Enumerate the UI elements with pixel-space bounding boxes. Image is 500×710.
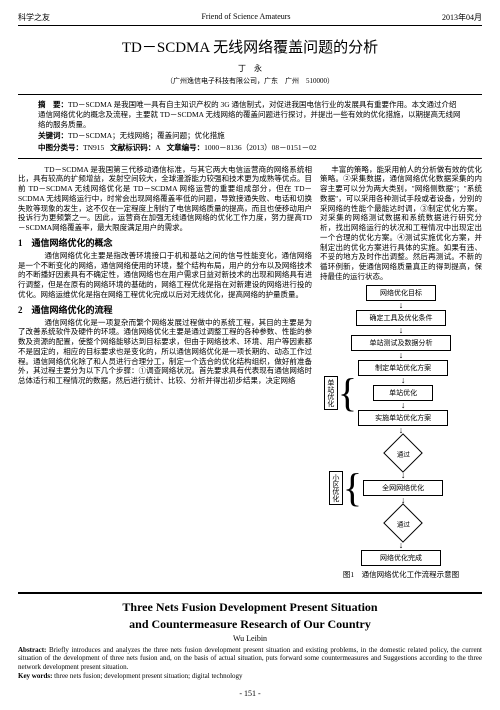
flow-box-1: 网络优化目标 [366, 285, 436, 301]
en-keywords-text: three nets fusion; development present s… [52, 672, 242, 680]
intro-paragraph: TD－SCDMA 是我国第三代移动通信标准，与其它两大电信运营商的网络系统相比，… [18, 165, 312, 233]
header-right: 2013年04月 [442, 12, 482, 23]
header-center: Friend of Science Amateurs [201, 12, 290, 23]
flow-side-1: 单站优化 [324, 376, 338, 410]
flow-box-5: 单站优化 [373, 385, 433, 401]
section-1-heading: 1 通信网络优化的概念 [18, 236, 312, 249]
section-2-paragraph-2: 丰富的策略，能采用前人的分析做有效的优化策略。②采集数据，通信网络优化数据采集的… [320, 165, 482, 282]
page-header: 科学之友 Friend of Science Amateurs 2013年04月 [18, 12, 482, 26]
article-title: TD－SCDMA 无线网络覆盖问题的分析 [18, 36, 482, 57]
section-divider [18, 592, 482, 594]
artno-label: 文章编号： [167, 143, 205, 152]
header-left: 科学之友 [18, 12, 50, 23]
author-affiliation: （广州逸信电子科技有限公司，广东 广州 510000） [18, 76, 482, 86]
keywords-label: 关键词： [38, 131, 68, 140]
flow-box-8: 网络优化完成 [361, 550, 441, 566]
page-number: - 151 - [18, 689, 482, 698]
flow-diamond-2: 通过 [383, 503, 423, 543]
doc-value: A [155, 143, 160, 152]
flow-bracket-icon: { [338, 379, 357, 407]
flow-box-6: 实施单站优化方案 [358, 410, 448, 426]
flow-side-2: 小区优化 [329, 471, 343, 505]
flowchart: 网络优化目标 ↓ 确定工具及优化条件 ↓ 单站测试及数据分析 ↓ 单站优化 { … [320, 283, 482, 582]
flow-arrow-icon: ↓ [401, 401, 406, 410]
body-columns: TD－SCDMA 是我国第三代移动通信标准，与其它两大电信运营商的网络系统相比，… [18, 165, 482, 582]
en-abstract-text: Briefly introduces and analyzes the thre… [18, 646, 482, 672]
section-2-paragraph-1: 通信网络优化是一项复杂而繁个网络发展过程做中的系统工程，其目的主要是为了改善系统… [18, 318, 312, 386]
artno-value: 1000－8136（2013）08－0151－02 [204, 143, 317, 152]
en-title-line-2: and Countermeasure Research of Our Count… [18, 617, 482, 632]
section-2-heading: 2 通信网络优化的流程 [18, 303, 312, 316]
abstract-block: 摘 要：TD－SCDMA 是我国唯一具有自主知识产权的 3G 通信制式，对促进我… [18, 94, 482, 159]
flow-diamond-1: 通过 [383, 433, 423, 473]
en-title-line-1: Three Nets Fusion Development Present Si… [18, 600, 482, 615]
clc-value: TN915 [83, 143, 104, 152]
section-1-paragraph: 通信网络优化主要是指改善环境接口于机和基站之间的信号性能变化，通信网络是一个不断… [18, 251, 312, 300]
clc-label: 中图分类号： [38, 143, 83, 152]
en-keywords-label: Key words: [18, 672, 52, 680]
flow-arrow-icon: ↓ [399, 301, 404, 310]
flow-box-2: 确定工具及优化条件 [356, 310, 446, 326]
flowchart-caption: 图1 通信网络优化工作流程示意图 [322, 569, 480, 580]
flow-arrow-icon: ↓ [399, 326, 404, 335]
flow-bracket-icon: { [343, 474, 362, 502]
flow-arrow-icon: ↓ [399, 351, 404, 360]
en-author: Wu Leibin [18, 634, 482, 643]
en-abstract-label: Abstract: [18, 646, 46, 654]
doc-label: 文献标识码： [110, 143, 155, 152]
keywords-text: TD－SCDMA；无线网络；覆盖问题；优化措施 [68, 131, 225, 140]
flow-box-7: 全网网络优化 [363, 480, 443, 496]
abstract-text: TD－SCDMA 是我国唯一具有自主知识产权的 3G 通信制式，对促进我国电信行… [38, 100, 461, 129]
abstract-label: 摘 要： [38, 100, 68, 109]
flow-box-3: 单站测试及数据分析 [351, 335, 451, 351]
flow-box-4: 制定单站优化方案 [358, 360, 448, 376]
author-name: 丁 永 [18, 63, 482, 74]
flow-arrow-icon: ↓ [401, 376, 406, 385]
